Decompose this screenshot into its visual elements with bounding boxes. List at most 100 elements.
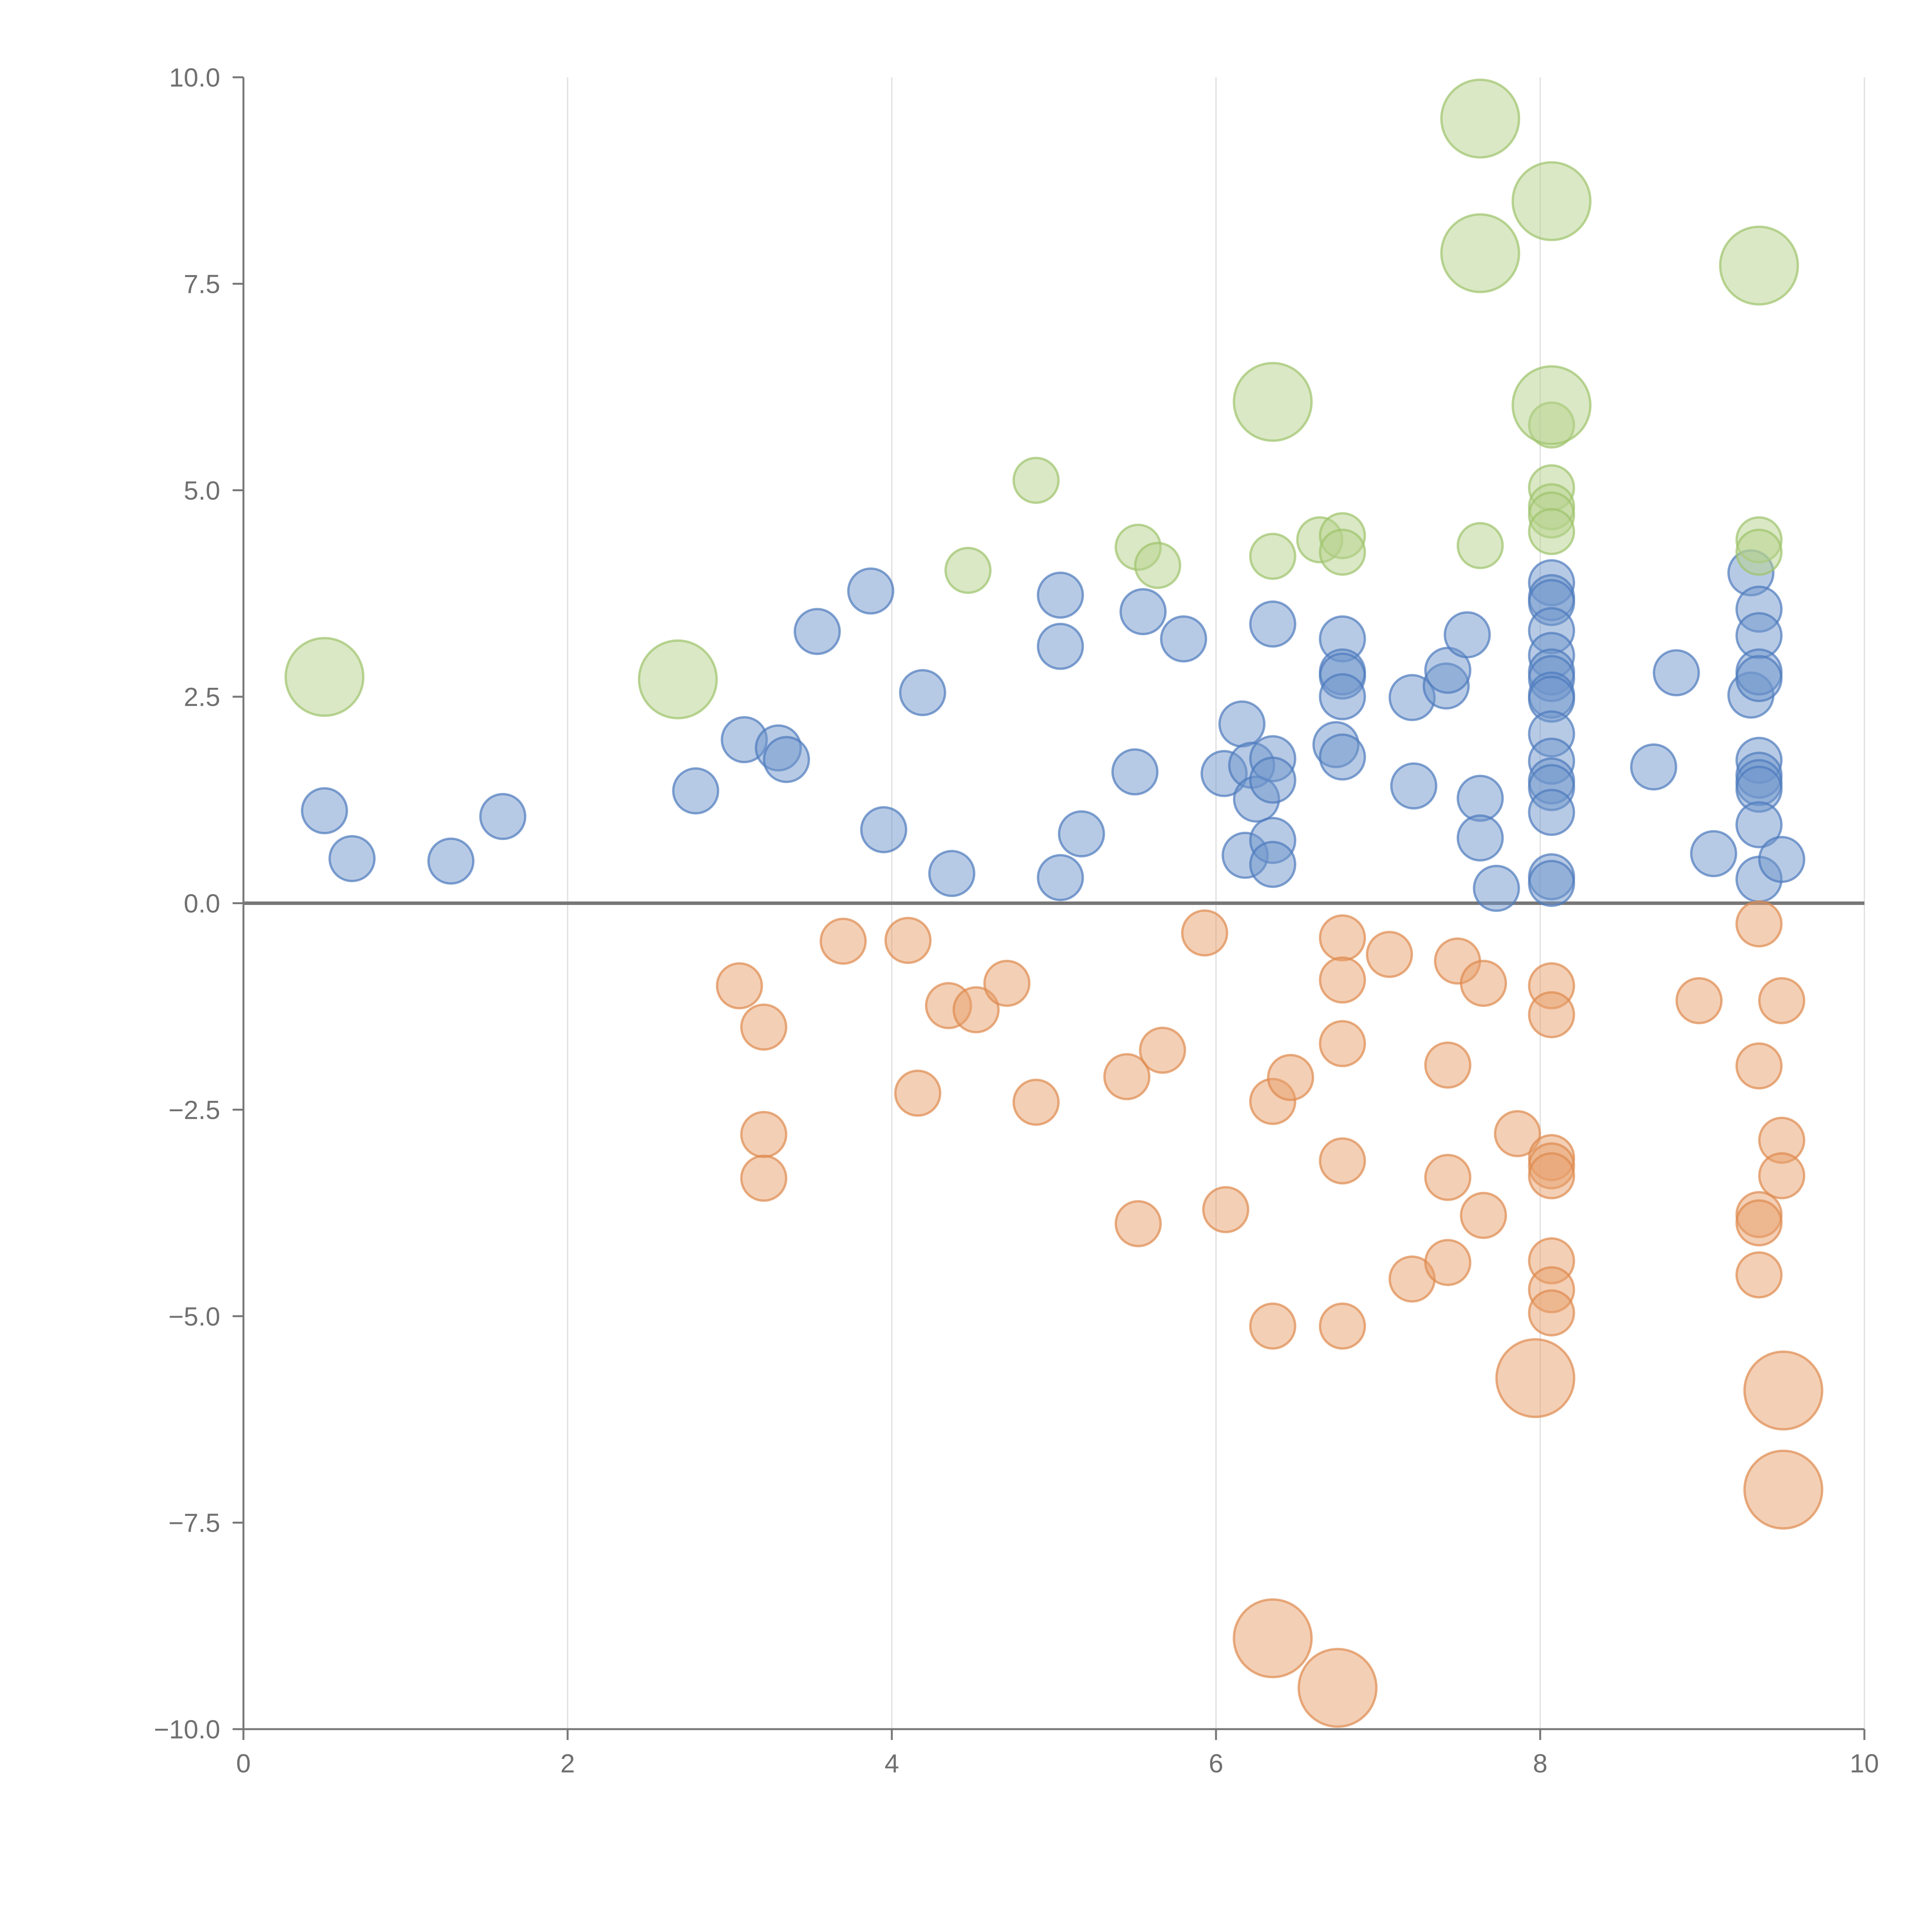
data-point-orange — [1528, 1152, 1575, 1199]
data-point-blue — [1058, 810, 1105, 857]
data-point-green — [1735, 529, 1783, 576]
y-tick-label: 0.0 — [184, 889, 220, 918]
data-point-blue — [1319, 733, 1366, 781]
data-point-blue — [847, 567, 895, 615]
data-point-green — [284, 637, 365, 717]
data-point-blue — [1037, 622, 1084, 670]
data-point-blue — [1160, 615, 1208, 663]
data-point-green — [1511, 365, 1592, 446]
data-point-green — [1249, 532, 1296, 580]
data-point-blue — [794, 608, 841, 655]
data-point-green — [1233, 362, 1313, 442]
data-point-orange — [740, 1155, 787, 1202]
data-point-blue — [928, 850, 976, 897]
data-point-orange — [1424, 1041, 1471, 1089]
y-tick-label: 7.5 — [184, 269, 220, 299]
y-tick-label: −10.0 — [154, 1715, 220, 1744]
y-tick-label: 2.5 — [184, 682, 220, 712]
series-orange — [716, 900, 1823, 1728]
data-point-orange — [716, 962, 763, 1010]
data-point-orange — [1319, 956, 1366, 1004]
data-point-blue — [1444, 611, 1491, 658]
data-point-orange — [1233, 1598, 1313, 1679]
data-point-orange — [1424, 1239, 1471, 1286]
data-point-orange — [1103, 1053, 1151, 1100]
data-point-orange — [884, 917, 932, 964]
data-point-blue — [1456, 814, 1504, 862]
x-tick-label: 2 — [560, 1749, 575, 1778]
data-point-blue — [1690, 830, 1737, 878]
data-point-blue — [1111, 748, 1159, 796]
data-point-orange — [1319, 1020, 1366, 1067]
data-point-orange — [1460, 1192, 1507, 1239]
data-point-blue — [479, 793, 527, 840]
data-point-orange — [1181, 909, 1228, 957]
data-point-orange — [1319, 1137, 1366, 1185]
series-green — [284, 78, 1799, 719]
y-tick-label: −7.5 — [168, 1509, 220, 1538]
data-point-blue — [1037, 854, 1084, 901]
data-point-orange — [1139, 1026, 1186, 1074]
data-point-orange — [1249, 1302, 1296, 1350]
data-point-blue — [899, 669, 946, 716]
data-point-orange — [983, 959, 1031, 1007]
data-point-blue — [1456, 775, 1504, 822]
data-point-blue — [1249, 841, 1296, 888]
data-point-orange — [1366, 931, 1413, 978]
data-point-green — [1511, 161, 1592, 242]
y-tick-label: −5.0 — [168, 1302, 220, 1331]
data-point-green — [638, 639, 718, 719]
data-point-orange — [1758, 1152, 1806, 1199]
data-point-blue — [1735, 801, 1783, 849]
y-tick-label: −2.5 — [168, 1095, 220, 1125]
data-point-green — [1456, 522, 1504, 569]
data-point-blue — [1218, 700, 1266, 748]
data-point-orange — [820, 917, 867, 965]
axes-layer — [233, 76, 1866, 1740]
data-point-orange — [1735, 900, 1783, 947]
data-point-orange — [1528, 1289, 1575, 1337]
data-point-green — [1134, 542, 1181, 589]
data-point-blue — [1630, 743, 1677, 791]
data-point-green — [1440, 78, 1520, 159]
data-point-orange — [1528, 991, 1575, 1039]
x-tick-label: 0 — [236, 1749, 251, 1778]
data-point-orange — [1298, 1648, 1378, 1728]
data-point-orange — [740, 1003, 787, 1051]
data-point-orange — [1735, 1251, 1783, 1299]
data-point-orange — [1735, 1042, 1783, 1090]
data-point-green — [1719, 225, 1799, 306]
x-tick-label: 6 — [1209, 1749, 1223, 1778]
data-point-blue — [1528, 860, 1575, 907]
data-point-orange — [1735, 1199, 1783, 1247]
data-point-blue — [1528, 789, 1575, 836]
data-point-blue — [1249, 600, 1296, 648]
data-point-orange — [1675, 977, 1723, 1024]
data-point-orange — [952, 986, 1000, 1034]
data-point-orange — [1319, 1302, 1366, 1350]
data-point-blue — [1249, 757, 1296, 804]
y-tick-label: 10.0 — [169, 63, 220, 92]
data-point-blue — [328, 835, 376, 883]
data-point-orange — [1267, 1054, 1314, 1101]
data-point-green — [1440, 213, 1520, 293]
data-point-blue — [1119, 588, 1167, 635]
labels-layer: 0 2 4 6 8 10 10.0 7.5 5.0 2.5 0.0 −2.5 −5.0 −7.5 −10.0 — [154, 63, 1879, 1778]
data-point-blue — [1390, 762, 1437, 810]
data-point-orange — [1460, 959, 1507, 1007]
data-point-green — [944, 547, 992, 594]
data-point-blue — [1758, 836, 1806, 883]
data-point-blue — [1735, 655, 1783, 702]
data-point-orange — [740, 1111, 787, 1158]
y-tick-label: 5.0 — [184, 476, 220, 505]
data-point-orange — [1319, 914, 1366, 962]
data-point-orange — [1424, 1154, 1471, 1201]
data-point-orange — [1494, 1110, 1541, 1157]
data-point-blue — [1653, 649, 1700, 697]
data-point-orange — [1012, 1078, 1060, 1126]
data-point-blue — [427, 837, 474, 885]
data-point-orange — [1114, 1200, 1162, 1247]
series-blue — [301, 549, 1806, 912]
data-point-orange — [894, 1070, 942, 1117]
